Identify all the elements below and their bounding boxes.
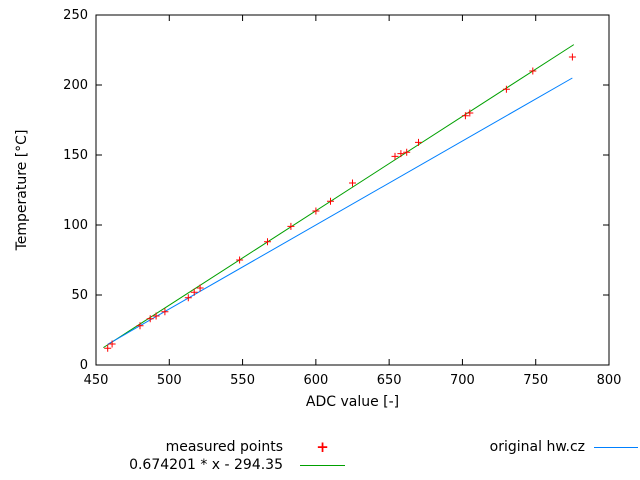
- x-tick-label: 550: [230, 373, 255, 388]
- series-line: [107, 77, 573, 345]
- series-points: [104, 53, 576, 352]
- legend-label-original-hwcz: original hw.cz: [489, 439, 585, 455]
- x-tick-label: 800: [597, 373, 622, 388]
- y-tick-label: 50: [71, 288, 88, 303]
- x-tick-label: 450: [84, 373, 109, 388]
- x-axis-label: ADC value [-]: [305, 394, 400, 410]
- legend-label-measured-points: measured points: [165, 439, 283, 455]
- plot-frame: [95, 14, 610, 366]
- legend-line-fit-equation: [300, 465, 345, 466]
- x-tick-label: 500: [157, 373, 182, 388]
- y-tick-label: 150: [63, 148, 88, 163]
- legend-line-original-hwcz: [594, 447, 638, 448]
- x-tick-label: 650: [377, 373, 402, 388]
- x-tick-label: 600: [303, 373, 328, 388]
- y-axis-label: Temperature [°C]: [14, 129, 30, 251]
- y-tick-label: 0: [80, 358, 88, 373]
- y-tick-label: 250: [63, 8, 88, 23]
- legend-label-fit-equation: 0.674201 * x - 294.35: [129, 457, 283, 473]
- legend-marker-measured-points-plus-icon: +: [316, 438, 329, 456]
- series-line: [103, 44, 575, 349]
- x-tick-label: 700: [450, 373, 475, 388]
- x-tick-label: 750: [523, 373, 548, 388]
- y-tick-label: 200: [63, 78, 88, 93]
- plot-area: 450 500 550 600 650 700 750 800 0 50 100 150 200 250: [63, 8, 622, 388]
- y-tick-label: 100: [63, 218, 88, 233]
